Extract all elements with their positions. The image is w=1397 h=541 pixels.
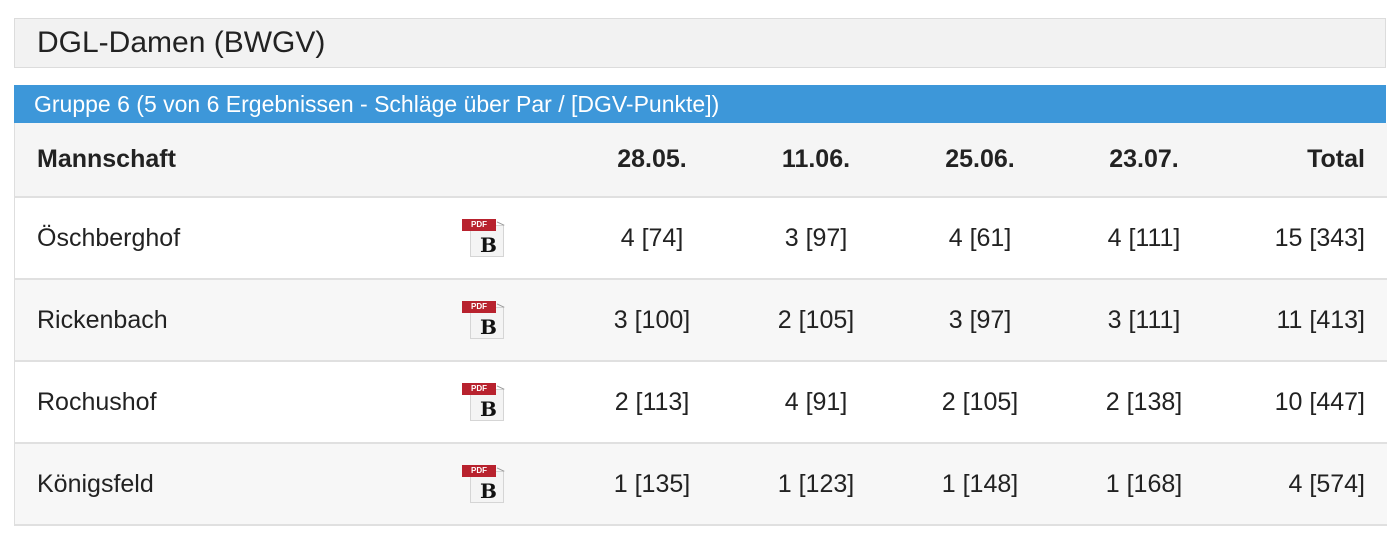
score-date-3: 2 [105] xyxy=(941,387,1019,416)
header-date-2: 11.06. xyxy=(781,145,851,173)
team-name: Königsfeld xyxy=(37,469,154,498)
score-date-1: 3 [100] xyxy=(613,305,691,334)
header-team: Mannschaft xyxy=(37,145,176,173)
league-title: DGL-Damen (BWGV) xyxy=(37,26,326,59)
team-name: Öschberghof xyxy=(37,223,181,252)
header-date-4: 23.07. xyxy=(1109,145,1179,173)
score-date-4: 3 [111] xyxy=(1107,305,1181,334)
results-table-wrapper: Mannschaft 28.05. 11.06. 25.06. 23.07. T… xyxy=(14,123,1387,526)
score-total: 10 [447] xyxy=(1274,387,1365,416)
score-date-4: 2 [138] xyxy=(1105,387,1183,416)
table-row: Öschberghof PDF B 4 [74] 3 [97] 4 [61] 4… xyxy=(15,197,1387,279)
table-header-row: Mannschaft 28.05. 11.06. 25.06. 23.07. T… xyxy=(15,123,1387,197)
score-total: 11 [413] xyxy=(1276,305,1365,334)
header-pdf xyxy=(435,123,570,197)
score-date-1: 1 [135] xyxy=(613,469,691,498)
score-date-4: 1 [168] xyxy=(1105,469,1183,498)
table-row: Rochushof PDF B 2 [113] 4 [91] 2 [105] 2… xyxy=(15,361,1387,443)
score-date-4: 4 [111] xyxy=(1107,223,1181,252)
header-date-3: 25.06. xyxy=(945,145,1015,173)
group-header-bar: Gruppe 6 (5 von 6 Ergebnissen - Schläge … xyxy=(14,85,1386,123)
table-row: Königsfeld PDF B 1 [135] 1 [123] 1 [148]… xyxy=(15,443,1387,525)
score-date-2: 3 [97] xyxy=(784,223,848,252)
score-total: 4 [574] xyxy=(1288,469,1365,498)
team-name: Rickenbach xyxy=(37,305,168,334)
pdf-icon[interactable]: PDF B xyxy=(462,219,506,257)
score-date-2: 2 [105] xyxy=(777,305,855,334)
score-date-3: 4 [61] xyxy=(948,223,1012,252)
score-total: 15 [343] xyxy=(1274,223,1365,252)
group-title: Gruppe 6 (5 von 6 Ergebnissen - Schläge … xyxy=(34,90,720,117)
pdf-icon[interactable]: PDF B xyxy=(462,465,506,503)
score-date-1: 4 [74] xyxy=(620,223,684,252)
score-date-2: 4 [91] xyxy=(784,387,848,416)
league-title-box: DGL-Damen (BWGV) xyxy=(14,18,1386,68)
header-date-1: 28.05. xyxy=(617,145,687,173)
pdf-icon[interactable]: PDF B xyxy=(462,301,506,339)
score-date-2: 1 [123] xyxy=(777,469,855,498)
score-date-1: 2 [113] xyxy=(614,387,690,416)
team-name: Rochushof xyxy=(37,387,157,416)
results-table: Mannschaft 28.05. 11.06. 25.06. 23.07. T… xyxy=(15,123,1387,526)
header-total: Total xyxy=(1307,145,1365,173)
score-date-3: 3 [97] xyxy=(948,305,1012,334)
score-date-3: 1 [148] xyxy=(941,469,1019,498)
table-row: Rickenbach PDF B 3 [100] 2 [105] 3 [97] … xyxy=(15,279,1387,361)
pdf-icon[interactable]: PDF B xyxy=(462,383,506,421)
